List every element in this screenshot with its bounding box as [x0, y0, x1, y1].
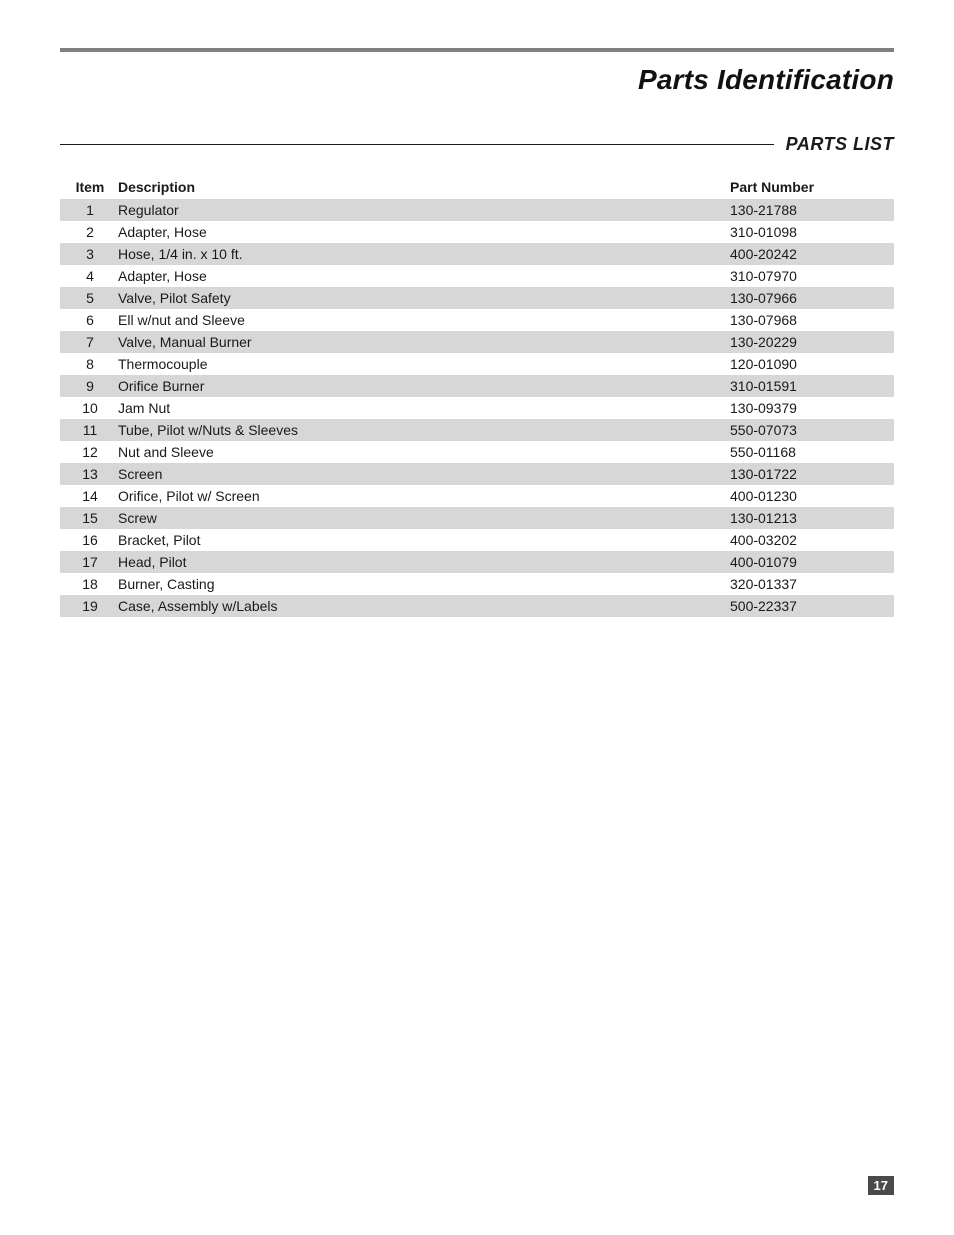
- cell-part-number: 400-01079: [724, 554, 894, 570]
- cell-part-number: 400-03202: [724, 532, 894, 548]
- sub-title: PARTS LIST: [774, 134, 894, 155]
- table-row: 15Screw130-01213: [60, 507, 894, 529]
- cell-item: 2: [60, 224, 116, 240]
- cell-description: Adapter, Hose: [116, 224, 724, 240]
- cell-description: Burner, Casting: [116, 576, 724, 592]
- cell-item: 14: [60, 488, 116, 504]
- cell-item: 5: [60, 290, 116, 306]
- table-row: 3Hose, 1/4 in. x 10 ft.400-20242: [60, 243, 894, 265]
- table-row: 8Thermocouple120-01090: [60, 353, 894, 375]
- cell-part-number: 320-01337: [724, 576, 894, 592]
- table-row: 5Valve, Pilot Safety130-07966: [60, 287, 894, 309]
- cell-part-number: 130-07968: [724, 312, 894, 328]
- table-row: 2Adapter, Hose310-01098: [60, 221, 894, 243]
- page-number: 17: [868, 1176, 894, 1195]
- cell-item: 15: [60, 510, 116, 526]
- cell-description: Bracket, Pilot: [116, 532, 724, 548]
- top-rule: [60, 48, 894, 52]
- cell-description: Nut and Sleeve: [116, 444, 724, 460]
- section-title: Parts Identification: [60, 64, 894, 96]
- sub-title-rule: [60, 144, 774, 146]
- cell-part-number: 500-22337: [724, 598, 894, 614]
- cell-part-number: 130-01213: [724, 510, 894, 526]
- sub-title-row: PARTS LIST: [60, 134, 894, 155]
- cell-item: 3: [60, 246, 116, 262]
- cell-item: 1: [60, 202, 116, 218]
- cell-item: 7: [60, 334, 116, 350]
- cell-part-number: 310-01098: [724, 224, 894, 240]
- cell-item: 12: [60, 444, 116, 460]
- table-row: 6Ell w/nut and Sleeve130-07968: [60, 309, 894, 331]
- cell-part-number: 130-09379: [724, 400, 894, 416]
- col-header-part-number: Part Number: [724, 179, 894, 195]
- cell-description: Ell w/nut and Sleeve: [116, 312, 724, 328]
- cell-item: 13: [60, 466, 116, 482]
- table-row: 1Regulator130-21788: [60, 199, 894, 221]
- cell-item: 8: [60, 356, 116, 372]
- cell-item: 16: [60, 532, 116, 548]
- table-row: 14Orifice, Pilot w/ Screen400-01230: [60, 485, 894, 507]
- table-row: 11Tube, Pilot w/Nuts & Sleeves550-07073: [60, 419, 894, 441]
- table-row: 19Case, Assembly w/Labels500-22337: [60, 595, 894, 617]
- table-row: 13Screen130-01722: [60, 463, 894, 485]
- cell-part-number: 400-20242: [724, 246, 894, 262]
- cell-part-number: 550-01168: [724, 444, 894, 460]
- cell-description: Orifice Burner: [116, 378, 724, 394]
- col-header-item: Item: [60, 179, 116, 195]
- cell-part-number: 130-01722: [724, 466, 894, 482]
- cell-item: 17: [60, 554, 116, 570]
- cell-description: Hose, 1/4 in. x 10 ft.: [116, 246, 724, 262]
- cell-description: Jam Nut: [116, 400, 724, 416]
- cell-description: Adapter, Hose: [116, 268, 724, 284]
- cell-description: Regulator: [116, 202, 724, 218]
- table-row: 17Head, Pilot400-01079: [60, 551, 894, 573]
- cell-description: Head, Pilot: [116, 554, 724, 570]
- cell-part-number: 550-07073: [724, 422, 894, 438]
- cell-part-number: 130-21788: [724, 202, 894, 218]
- col-header-description: Description: [116, 179, 724, 195]
- cell-item: 10: [60, 400, 116, 416]
- cell-description: Orifice, Pilot w/ Screen: [116, 488, 724, 504]
- cell-description: Screw: [116, 510, 724, 526]
- cell-description: Valve, Manual Burner: [116, 334, 724, 350]
- cell-part-number: 130-07966: [724, 290, 894, 306]
- cell-description: Tube, Pilot w/Nuts & Sleeves: [116, 422, 724, 438]
- table-row: 18Burner, Casting320-01337: [60, 573, 894, 595]
- cell-item: 19: [60, 598, 116, 614]
- cell-part-number: 130-20229: [724, 334, 894, 350]
- table-row: 12Nut and Sleeve550-01168: [60, 441, 894, 463]
- cell-part-number: 400-01230: [724, 488, 894, 504]
- cell-part-number: 310-01591: [724, 378, 894, 394]
- cell-description: Valve, Pilot Safety: [116, 290, 724, 306]
- table-row: 4Adapter, Hose310-07970: [60, 265, 894, 287]
- table-row: 16Bracket, Pilot400-03202: [60, 529, 894, 551]
- cell-part-number: 310-07970: [724, 268, 894, 284]
- cell-description: Case, Assembly w/Labels: [116, 598, 724, 614]
- table-row: 9Orifice Burner310-01591: [60, 375, 894, 397]
- cell-item: 18: [60, 576, 116, 592]
- table-body: 1Regulator130-217882Adapter, Hose310-010…: [60, 199, 894, 617]
- cell-item: 9: [60, 378, 116, 394]
- cell-description: Screen: [116, 466, 724, 482]
- cell-description: Thermocouple: [116, 356, 724, 372]
- cell-item: 11: [60, 422, 116, 438]
- parts-table: Item Description Part Number 1Regulator1…: [60, 175, 894, 617]
- cell-item: 6: [60, 312, 116, 328]
- table-row: 10Jam Nut130-09379: [60, 397, 894, 419]
- cell-part-number: 120-01090: [724, 356, 894, 372]
- cell-item: 4: [60, 268, 116, 284]
- page: Parts Identification PARTS LIST Item Des…: [0, 0, 954, 1235]
- table-header-row: Item Description Part Number: [60, 175, 894, 199]
- table-row: 7Valve, Manual Burner130-20229: [60, 331, 894, 353]
